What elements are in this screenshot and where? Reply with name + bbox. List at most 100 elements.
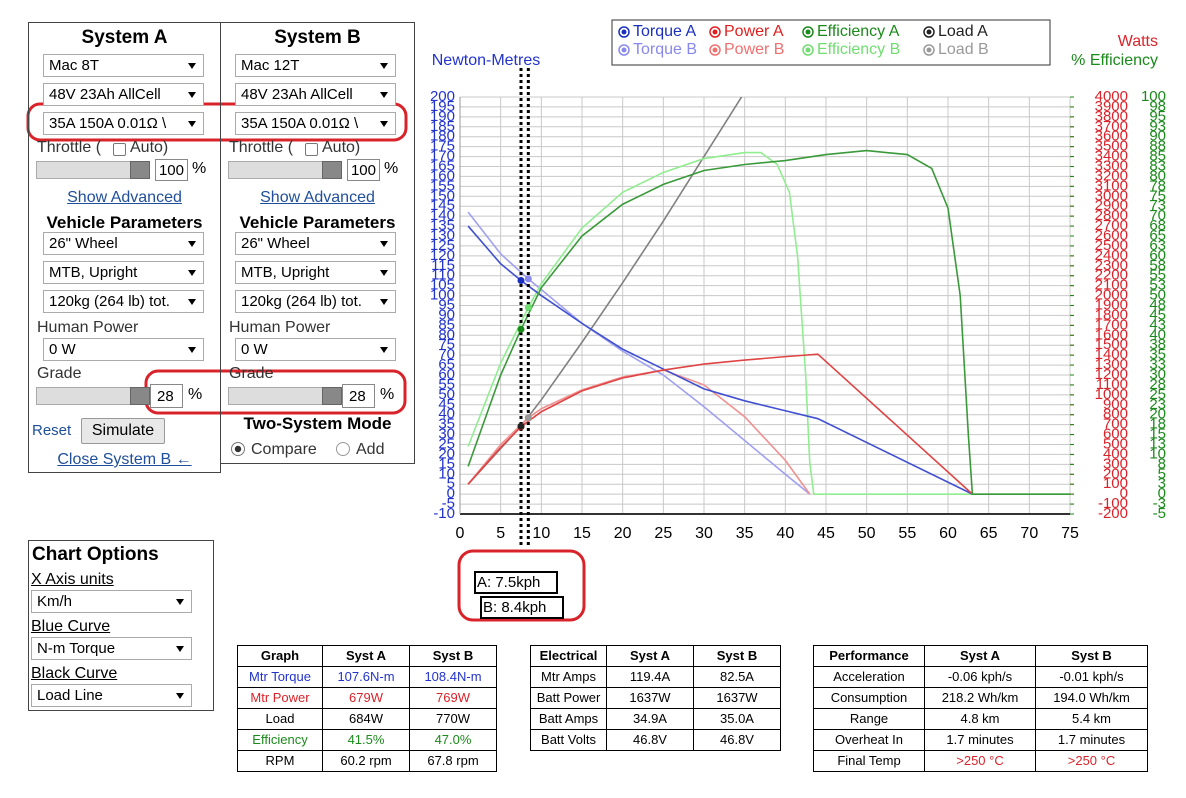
speed-label: A: 7.5kph — [477, 574, 540, 591]
table-cell: Consumption — [813, 687, 925, 709]
select[interactable]: Km/h — [31, 590, 192, 613]
x-tick-label: 35 — [736, 525, 754, 542]
x-tick-label: 55 — [898, 525, 916, 542]
y-tick-label: 1200 — [1095, 366, 1128, 383]
legend-label: Power B — [724, 41, 784, 58]
x-tick-label: 40 — [776, 525, 794, 542]
y-tick-label: 800 — [1103, 406, 1128, 423]
slider-thumb[interactable] — [130, 161, 150, 179]
table-cell: 67.8 rpm — [409, 750, 497, 772]
y-tick-label: 95 — [1149, 108, 1166, 125]
label: Blue Curve — [31, 618, 111, 635]
select[interactable]: Mac 8T — [43, 54, 204, 77]
table-header: Electrical — [530, 645, 607, 667]
x-tick-label: 5 — [496, 525, 505, 542]
y-axis-label: Newton-Metres — [432, 52, 540, 69]
table-cell: Acceleration — [813, 666, 925, 688]
select[interactable]: Mac 12T — [235, 54, 396, 77]
select[interactable]: 26" Wheel — [235, 232, 396, 255]
input[interactable]: 100 — [347, 159, 380, 181]
label: Auto) — [322, 139, 361, 156]
x-tick-label: 70 — [1020, 525, 1038, 542]
select[interactable]: Load Line — [31, 684, 192, 707]
x-tick-label: 75 — [1061, 525, 1079, 542]
table-header: Syst B — [1035, 645, 1148, 667]
input[interactable]: 28 — [150, 384, 183, 408]
legend-swatch — [621, 29, 627, 35]
y-tick-label: 85 — [1149, 148, 1166, 165]
button[interactable]: Simulate — [81, 418, 165, 444]
y-tick-label: -3 — [1153, 495, 1166, 512]
x-tick-label: 25 — [654, 525, 672, 542]
slider-thumb[interactable] — [322, 387, 342, 405]
input[interactable]: 100 — [155, 159, 188, 181]
y2-axis-label: Watts — [1118, 33, 1158, 50]
plot — [467, 97, 1070, 495]
label: Black Curve — [31, 665, 118, 682]
y-tick-label: 18 — [1149, 416, 1166, 433]
slider-thumb[interactable] — [130, 387, 150, 405]
table-cell: 770W — [409, 708, 497, 730]
y-tick-label: 70 — [1149, 207, 1166, 224]
y-tick-label: 160 — [430, 167, 455, 184]
table-header: Syst A — [322, 645, 410, 667]
y-tick-label: 1100 — [1096, 376, 1128, 393]
link[interactable]: Close System B ← — [57, 451, 192, 468]
slider-thumb[interactable] — [322, 161, 342, 179]
y-tick-label: 65 — [438, 356, 455, 373]
checkbox[interactable] — [113, 143, 126, 156]
input[interactable]: 28 — [342, 384, 375, 408]
y-tick-label: 3000 — [1095, 187, 1128, 204]
legend-swatch — [926, 47, 932, 53]
link[interactable]: Show Advanced — [260, 189, 375, 206]
y-tick-label: 43 — [1149, 316, 1166, 333]
link[interactable]: Reset — [32, 422, 72, 439]
y-tick-label: 135 — [430, 217, 455, 234]
y-tick-label: 55 — [1149, 267, 1166, 284]
select[interactable]: MTB, Upright — [43, 261, 204, 284]
legend-label: Torque B — [633, 41, 697, 58]
table-cell: -0.06 kph/s — [924, 666, 1036, 688]
y-tick-label: 3400 — [1095, 148, 1128, 165]
checkbox[interactable] — [305, 143, 318, 156]
table-cell: 5.4 km — [1035, 708, 1148, 730]
select[interactable]: 0 W — [43, 338, 204, 361]
select[interactable]: 48V 23Ah AllCell — [43, 83, 204, 106]
y-tick-label: 40 — [438, 406, 455, 423]
y-tick-label: 125 — [430, 237, 455, 254]
y-tick-label: 130 — [430, 227, 455, 244]
select[interactable]: 48V 23Ah AllCell — [235, 83, 396, 106]
y-tick-label: 95 — [438, 296, 455, 313]
y-tick-label: 53 — [1149, 277, 1166, 294]
y-tick-label: 8 — [1158, 455, 1166, 472]
select[interactable]: 35A 150A 0.01Ω \ — [43, 112, 204, 135]
select[interactable]: 26" Wheel — [43, 232, 204, 255]
table-cell: 107.6N-m — [322, 666, 410, 688]
select[interactable]: 120kg (264 lb) tot. — [235, 290, 396, 313]
series-line — [467, 353, 973, 495]
y-tick-label: 170 — [430, 148, 455, 165]
y-tick-label: 3300 — [1095, 157, 1128, 174]
y-tick-label: 80 — [438, 326, 455, 343]
link[interactable]: Show Advanced — [67, 189, 182, 206]
y-tick-label: 33 — [1149, 356, 1166, 373]
y-tick-label: 83 — [1149, 157, 1166, 174]
select[interactable]: 0 W — [235, 338, 396, 361]
y-tick-label: 1400 — [1095, 346, 1128, 363]
y-tick-label: 23 — [1149, 396, 1166, 413]
select[interactable]: MTB, Upright — [235, 261, 396, 284]
select[interactable]: 35A 150A 0.01Ω \ — [235, 112, 396, 135]
speed-label: B: 8.4kph — [483, 599, 546, 616]
table-cell: Range — [813, 708, 925, 730]
select[interactable]: 120kg (264 lb) tot. — [43, 290, 204, 313]
y-tick-label: 73 — [1149, 197, 1166, 214]
y-tick-label: 63 — [1149, 237, 1166, 254]
y-tick-label: 55 — [438, 376, 455, 393]
y-tick-label: 900 — [1103, 396, 1128, 413]
series-line — [467, 211, 811, 495]
radio[interactable] — [231, 442, 245, 456]
select[interactable]: N-m Torque — [31, 637, 192, 660]
radio[interactable] — [336, 442, 350, 456]
y-tick-label: -5 — [1153, 505, 1166, 522]
